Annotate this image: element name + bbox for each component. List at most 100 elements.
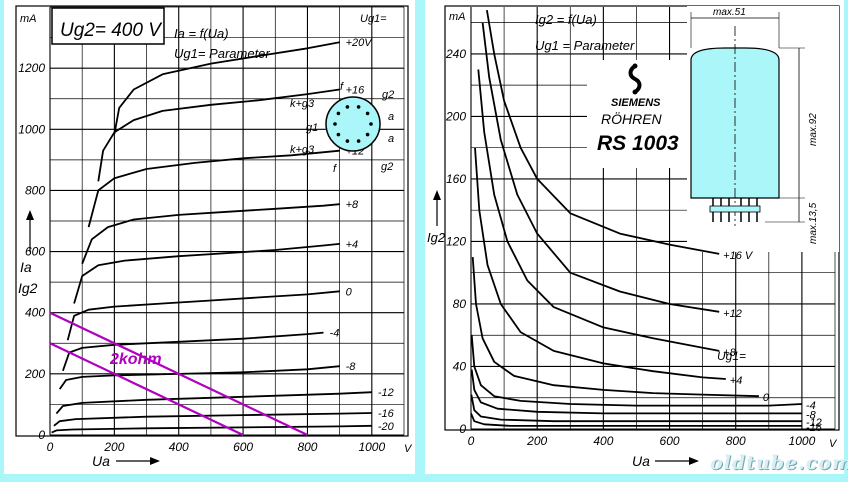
- curve-line: [486, 9, 720, 255]
- right-tick-labels: 0 200 400 600 800 1000 0 40 80 120 160 200 240: [445, 47, 816, 448]
- curve-line: [481, 22, 720, 313]
- left-y-label-ig2: Ig2: [18, 280, 38, 296]
- curve-line: [470, 369, 802, 415]
- curve-label: +20V: [346, 37, 374, 49]
- pin-dot: [356, 105, 361, 109]
- curve-label: 0: [346, 286, 353, 298]
- right-y-label: Ig2: [427, 230, 446, 245]
- curve-label: -12: [806, 417, 822, 429]
- left-tick-labels: 0 200 400 600 800 1000 0 200 400 600 800 1000 1200: [18, 61, 385, 454]
- curve-label: -4: [806, 400, 816, 412]
- x-tick-label: 200: [526, 434, 547, 448]
- brand-subtitle: RÖHREN: [601, 110, 663, 127]
- right-x-arrow: [655, 457, 699, 465]
- y-tick-label: 1000: [18, 122, 45, 136]
- left-y-unit: mA: [20, 13, 37, 25]
- curve-line: [58, 365, 340, 390]
- tube-pins: [709, 198, 761, 222]
- tube-pin-diagram: f g2 a a g2 f k+g3 g1 k+g3: [290, 81, 394, 175]
- pin-right-upper: a: [388, 111, 394, 123]
- siemens-logo: [628, 63, 642, 95]
- x-tick-label: 200: [103, 440, 124, 454]
- right-chart: 0 200 400 600 800 1000 0 40 80 120 160 200 240 +16 V…: [427, 5, 840, 469]
- curve-label: -16: [378, 408, 395, 420]
- right-function-line: Ig2 = f(Ua): [535, 12, 597, 27]
- load-line-label: 2kohm: [109, 351, 162, 368]
- pin-dot: [336, 111, 341, 116]
- x-tick-label: 0: [47, 440, 54, 454]
- y-tick-label: 800: [25, 183, 45, 197]
- y-tick-label: 0: [459, 422, 466, 436]
- left-grid: [49, 6, 405, 436]
- left-y-label-ia: Ia: [20, 259, 32, 275]
- x-tick-label: 1000: [358, 440, 385, 454]
- pin-right-lower: a: [388, 133, 394, 145]
- curve-label: -16: [806, 422, 823, 434]
- left-x-label: Ua: [92, 453, 110, 469]
- pin-top: f: [340, 81, 344, 93]
- pin-left-mid: g1: [306, 122, 318, 134]
- pin-left-lower: k+g3: [290, 144, 315, 156]
- pin-dot: [356, 139, 361, 143]
- x-tick-label: 800: [726, 434, 746, 448]
- pin-bottom-right: g2: [381, 161, 393, 173]
- left-param-label: Ug1=: [360, 13, 387, 25]
- left-x-arrow: [116, 457, 160, 465]
- right-y-unit: mA: [449, 11, 466, 23]
- curve-line: [55, 391, 372, 415]
- y-tick-label: 200: [24, 367, 45, 381]
- curve-label: +16: [346, 85, 366, 97]
- left-y-arrow: [26, 210, 34, 252]
- curve-line: [470, 335, 802, 407]
- pin-circle: [325, 96, 381, 152]
- curve-label: +16 V: [723, 250, 754, 262]
- curve-label: +12: [723, 308, 742, 320]
- brand-name: SIEMENS: [611, 97, 661, 109]
- curve-label: -12: [378, 387, 394, 399]
- curve-label: +4: [346, 239, 359, 251]
- curve-label: -8: [806, 409, 817, 421]
- right-curves: [470, 9, 802, 427]
- x-tick-label: 400: [169, 440, 189, 454]
- curve-line: [97, 88, 340, 182]
- x-tick-label: 600: [660, 434, 680, 448]
- pin-dot: [345, 139, 350, 143]
- x-tick-label: 400: [593, 434, 613, 448]
- x-tick-label: 1000: [789, 434, 816, 448]
- left-curves: [49, 41, 372, 436]
- y-tick-label: 400: [25, 306, 45, 320]
- pin-dot: [369, 122, 373, 126]
- right-curve-labels: +16 V +12 +8 +4 0 -4-8-12-16: [723, 250, 823, 434]
- curve-line: [474, 147, 726, 380]
- pin-dot: [365, 111, 370, 116]
- left-chart-title: Ug2= 400 V: [60, 20, 163, 41]
- curve-line: [62, 331, 324, 372]
- dim-width-label: max.51: [713, 7, 746, 18]
- y-tick-label: 0: [38, 428, 45, 442]
- pin-dot: [336, 132, 341, 137]
- curve-line: [81, 203, 340, 265]
- pin-dot: [333, 122, 337, 126]
- curve-label: +4: [730, 375, 743, 387]
- pin-left-upper: k+g3: [290, 98, 315, 110]
- tube-model: RS 1003: [597, 132, 679, 155]
- curve-label: 0: [763, 392, 770, 404]
- right-y-arrow: [433, 190, 441, 226]
- dim-pins-label: max.13,5: [808, 202, 819, 244]
- right-chart-panel: 0 200 400 600 800 1000 0 40 80 120 160 200 240 +16 V…: [425, 0, 844, 474]
- load-line: [49, 311, 308, 436]
- pin-bottom: f: [333, 163, 337, 175]
- y-tick-label: 120: [446, 234, 466, 248]
- x-tick-label: 0: [468, 434, 475, 448]
- y-tick-label: 600: [25, 245, 45, 259]
- curve-line: [471, 257, 759, 398]
- curve-line: [51, 424, 372, 434]
- right-param-label: Ug1=: [717, 349, 746, 363]
- dim-height-label: max.92: [808, 113, 819, 146]
- left-curve-labels: +20V+16+12+8+40-4-8-12-16-20: [330, 37, 395, 433]
- left-title-box: [51, 7, 165, 45]
- y-tick-label: 160: [446, 172, 466, 186]
- left-chart-panel: 0 200 400 600 800 1000 0 200 400 600 800 1000 1200 +…: [4, 0, 415, 474]
- curve-label: -20: [378, 421, 395, 433]
- y-tick-label: 200: [445, 109, 466, 123]
